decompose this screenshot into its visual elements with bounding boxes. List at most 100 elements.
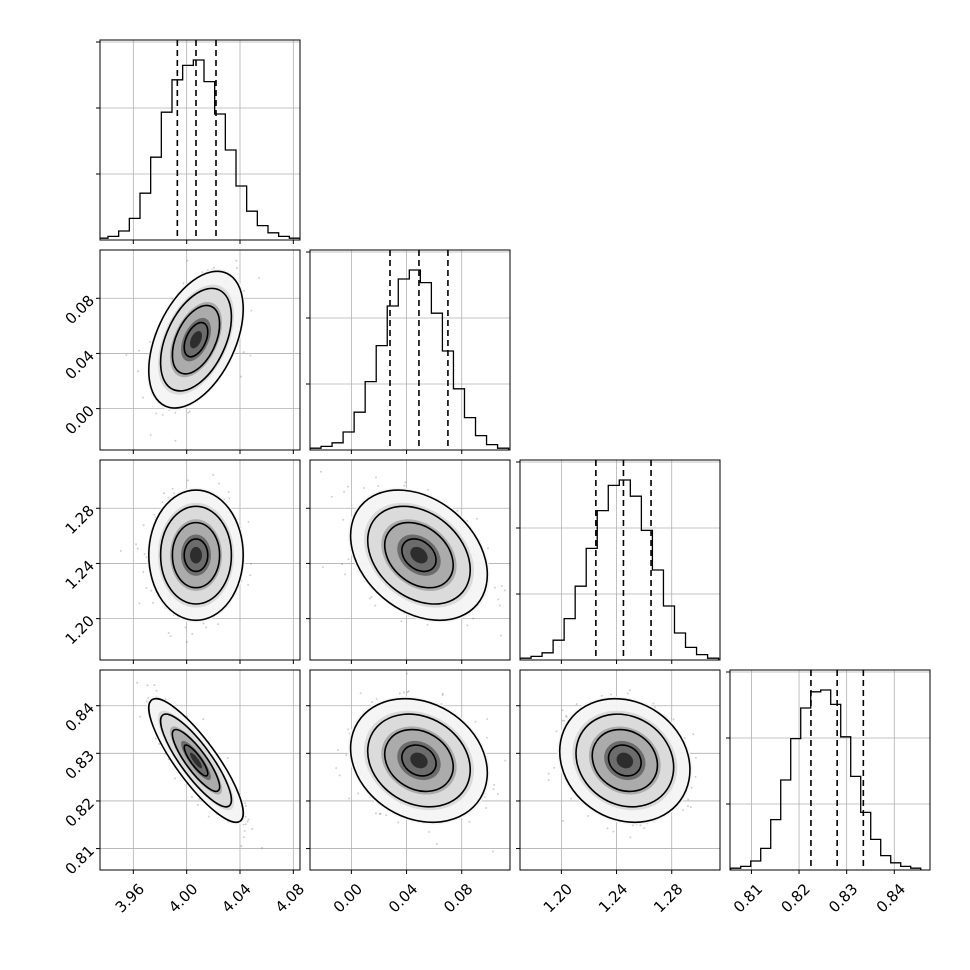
scatter-point [377, 485, 380, 488]
scatter-point [385, 814, 388, 817]
scatter-point [244, 823, 247, 826]
scatter-point [694, 775, 697, 778]
scatter-point [217, 482, 220, 485]
axes-frame [519, 459, 721, 661]
density-fill [616, 752, 634, 769]
scatter-point [242, 351, 245, 354]
scatter-point [370, 596, 373, 599]
scatter-point [587, 814, 590, 817]
panel-1-0 [96, 249, 301, 454]
contour-line [183, 538, 209, 573]
scatter-point [378, 813, 381, 816]
scatter-point [456, 509, 459, 512]
scatter-point [340, 563, 343, 566]
scatter-point [155, 689, 158, 692]
scatter-point [191, 632, 194, 635]
scatter-point [138, 602, 141, 605]
contour-line [183, 321, 209, 358]
scatter-point [486, 717, 489, 720]
scatter-point [628, 689, 631, 692]
scatter-point [379, 812, 382, 815]
contour-line [558, 697, 691, 824]
scatter-point [500, 585, 503, 588]
scatter-point [139, 715, 142, 718]
panel-2-1 [306, 459, 511, 664]
scatter-point [562, 820, 565, 823]
contour-line [148, 489, 245, 622]
scatter-point [496, 793, 499, 796]
scatter-point [249, 574, 252, 577]
contour-line [349, 489, 489, 622]
axes-frame [99, 39, 301, 241]
x-tick-label: 1.20 [540, 880, 576, 916]
scatter-point [561, 709, 564, 712]
scatter-point [347, 558, 350, 561]
scatter-point [244, 802, 247, 805]
scatter-point [152, 601, 155, 604]
scatter-point [217, 623, 220, 626]
scatter-point [555, 730, 558, 733]
scatter-point [687, 798, 690, 801]
scatter-point [466, 624, 469, 627]
axes-frame [309, 249, 511, 451]
scatter-point [171, 487, 174, 490]
panel-0-0 [96, 39, 301, 244]
scatter-point [368, 597, 371, 600]
scatter-point [547, 779, 550, 782]
scatter-point [629, 836, 632, 839]
scatter-point [247, 818, 250, 821]
scatter-point [164, 698, 167, 701]
y-tick-label: 0.08 [62, 292, 98, 328]
contour-line [159, 287, 233, 392]
panel-3-1 [306, 669, 511, 874]
scatter-point [227, 490, 230, 493]
scatter-point [184, 626, 187, 629]
scatter-point [406, 691, 409, 694]
scatter-point [639, 824, 642, 827]
scatter-point [158, 742, 161, 745]
scatter-point [485, 736, 488, 739]
scatter-point [149, 433, 152, 436]
axes-frame [309, 669, 511, 871]
scatter-point [343, 490, 346, 493]
scatter-point [742, 800, 744, 802]
scatter-point [205, 626, 208, 629]
density-fill [410, 546, 428, 564]
scatter-point [235, 259, 238, 262]
scatter-point [335, 767, 338, 770]
scatter-point [320, 470, 323, 473]
panel-2-0 [96, 459, 301, 664]
scatter-point [119, 549, 122, 552]
x-tick-label: 0.04 [385, 880, 421, 916]
scatter-point [212, 473, 215, 476]
scatter-point [212, 266, 215, 269]
scatter-point [244, 805, 247, 808]
scatter-point [626, 692, 629, 695]
density-fill [189, 752, 202, 769]
scatter-point [146, 684, 149, 687]
scatter-point [163, 492, 166, 495]
scatter-point [137, 370, 140, 373]
scatter-point [145, 700, 148, 703]
contour-line [401, 538, 437, 573]
scatter-point [682, 809, 685, 812]
y-tick-label: 1.24 [62, 557, 98, 593]
scatter-point [612, 830, 615, 833]
y-tick-label: 0.00 [62, 402, 98, 438]
contour-line [147, 697, 244, 824]
scatter-point [435, 842, 438, 845]
contour-line [575, 713, 675, 808]
scatter-point [136, 547, 139, 550]
y-tick-label: 0.82 [62, 794, 98, 830]
scatter-point [228, 497, 231, 500]
contour-line [183, 744, 209, 777]
scatter-point [250, 562, 253, 565]
scatter-point [153, 513, 156, 516]
scatter-point [142, 524, 145, 527]
scatter-point [344, 573, 347, 576]
scatter-point [202, 622, 205, 625]
histogram-step [520, 479, 720, 660]
scatter-point [565, 716, 568, 719]
scatter-point [493, 586, 496, 589]
scatter-point [249, 354, 252, 357]
